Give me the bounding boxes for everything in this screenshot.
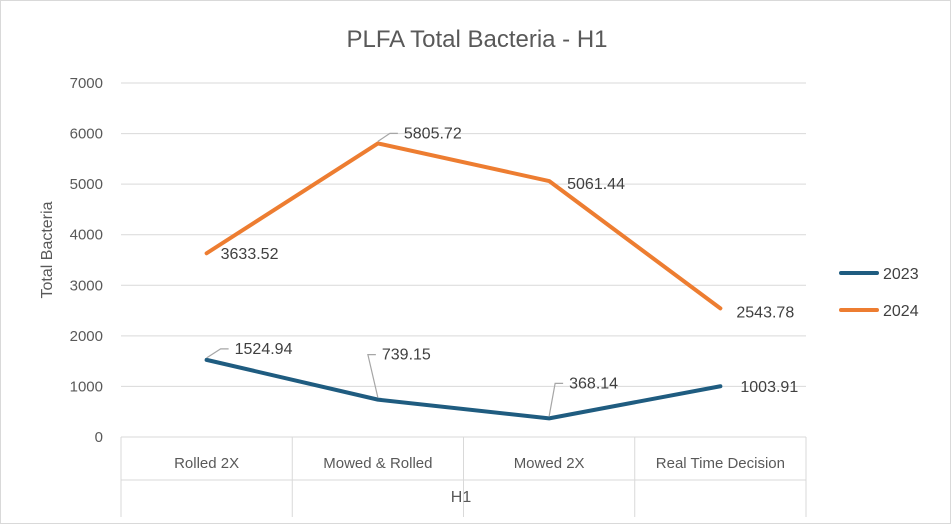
y-tick-label: 3000 — [70, 277, 103, 294]
leader-line — [377, 132, 398, 142]
y-axis-title: Total Bacteria — [39, 201, 56, 298]
legend-label: 2023 — [883, 266, 919, 283]
x-tick-label: Mowed & Rolled — [323, 455, 432, 472]
x-tick-label: Real Time Decision — [656, 455, 785, 472]
y-tick-label: 5000 — [70, 176, 103, 193]
data-label: 2543.78 — [736, 304, 794, 321]
data-label: 5061.44 — [567, 176, 625, 193]
series-2023-line — [204, 357, 723, 421]
data-label: 1003.91 — [740, 379, 798, 396]
y-tick-label: 7000 — [70, 75, 103, 92]
leader-line — [206, 348, 229, 359]
data-label: 368.14 — [569, 375, 618, 392]
leader-line — [367, 354, 379, 398]
leader-line — [548, 382, 564, 417]
data-label: 739.15 — [382, 347, 431, 364]
data-label: 1524.94 — [235, 341, 293, 358]
x-axis-title: H1 — [451, 489, 472, 506]
x-tick-label: Rolled 2X — [174, 455, 239, 472]
x-tick-label: Mowed 2X — [514, 455, 585, 472]
y-tick-label: 6000 — [70, 126, 103, 143]
data-label: 3633.52 — [221, 246, 279, 263]
y-tick-label: 1000 — [70, 378, 103, 395]
chart-title: PLFA Total Bacteria - H1 — [346, 26, 607, 53]
data-labels: 1524.94 739.15 368.14 1003.91 3633.52 5805.72… — [206, 125, 798, 417]
data-label: 5805.72 — [404, 125, 462, 142]
legend: 2023 2024 — [839, 266, 919, 320]
series-layer — [204, 141, 723, 421]
y-axis: 0 1000 2000 3000 4000 5000 6000 7000 — [70, 75, 103, 446]
y-tick-label: 2000 — [70, 328, 103, 345]
y-tick-label: 4000 — [70, 227, 103, 244]
x-axis: Rolled 2X Mowed & Rolled Mowed 2X Real Time… — [120, 437, 807, 517]
legend-label: 2024 — [883, 303, 919, 320]
series-2024-line — [204, 141, 723, 311]
y-tick-label: 0 — [95, 429, 103, 446]
